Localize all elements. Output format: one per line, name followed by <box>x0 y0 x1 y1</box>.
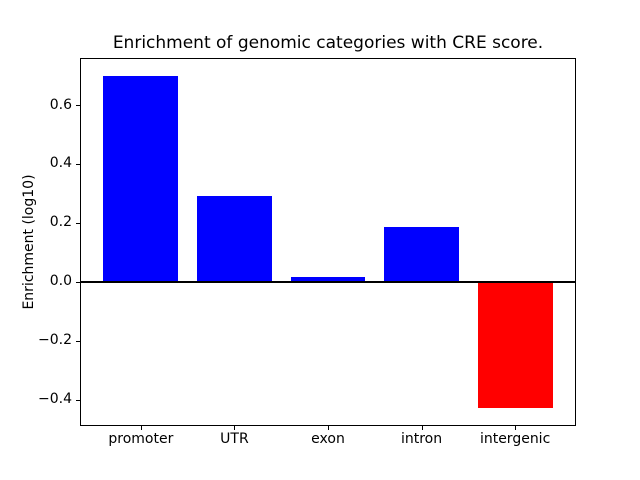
bar-intergenic <box>477 281 553 409</box>
x-tick-label-intron: intron <box>400 431 443 447</box>
y-tick-mark <box>76 399 80 401</box>
x-tick-mark <box>515 426 517 430</box>
bar-exon <box>290 277 366 282</box>
y-tick-label: 0.6 <box>49 96 72 113</box>
y-tick-label: 0.0 <box>49 273 72 290</box>
y-tick-mark <box>76 222 80 224</box>
x-tick-label-promoter: promoter <box>108 431 174 447</box>
y-tick-mark <box>76 281 80 283</box>
bar-UTR <box>197 196 272 282</box>
x-tick-mark <box>421 426 423 430</box>
x-tick-label-UTR: UTR <box>220 431 249 447</box>
y-tick-label: −0.2 <box>38 332 72 349</box>
y-tick-label: 0.4 <box>49 155 72 172</box>
y-tick-mark <box>76 163 80 165</box>
y-tick-label: −0.4 <box>38 391 72 408</box>
bar-promoter <box>103 75 179 282</box>
y-tick-mark <box>76 105 80 107</box>
x-tick-mark <box>234 426 236 430</box>
y-tick-label: 0.2 <box>49 214 72 231</box>
x-tick-label-intergenic: intergenic <box>479 431 551 447</box>
chart-title: Enrichment of genomic categories with CR… <box>112 33 544 53</box>
x-tick-mark <box>328 426 329 430</box>
zero-line <box>81 280 575 283</box>
x-tick-mark <box>140 426 142 430</box>
x-tick-label-exon: exon <box>311 431 345 447</box>
y-tick-mark <box>76 340 80 342</box>
bar-intron <box>384 227 459 282</box>
plot-area <box>80 58 576 426</box>
